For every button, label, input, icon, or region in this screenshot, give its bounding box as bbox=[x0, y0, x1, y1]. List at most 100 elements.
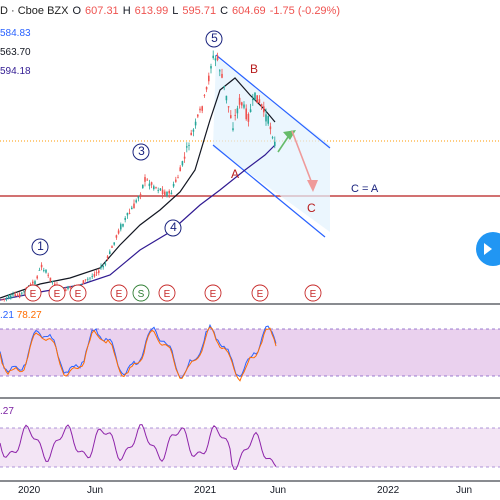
candle-body bbox=[265, 114, 267, 122]
candle-body bbox=[181, 161, 184, 166]
candle-body bbox=[139, 194, 142, 195]
candle-body bbox=[159, 188, 162, 191]
candle-body bbox=[247, 113, 250, 122]
candles-group[interactable] bbox=[1, 50, 276, 302]
ohlc-header: D · Cboe BZX O 607.31 H 613.99 L 595.71 C 60… bbox=[0, 0, 340, 22]
ma3-value: 594.18 bbox=[0, 66, 31, 77]
rsi-line[interactable] bbox=[0, 323, 277, 379]
symbol-label[interactable]: D · Cboe BZX bbox=[0, 5, 69, 17]
candle-body bbox=[133, 203, 135, 209]
open-label: O bbox=[72, 5, 82, 17]
candle-body bbox=[203, 94, 206, 96]
candle-body bbox=[124, 218, 126, 220]
rsi-legend: .21 78.27 bbox=[0, 310, 42, 321]
split-marker[interactable] bbox=[132, 284, 150, 302]
earnings-marker[interactable] bbox=[24, 284, 42, 302]
candle-body bbox=[192, 129, 195, 132]
time-label-2022: 2022 bbox=[377, 485, 400, 496]
candle-body bbox=[95, 272, 98, 274]
marker-letter: E bbox=[54, 289, 61, 300]
marker-letter: E bbox=[30, 289, 37, 300]
time-label-2021: 2021 bbox=[194, 485, 217, 496]
marker-letter: S bbox=[138, 289, 145, 300]
candle-body bbox=[5, 297, 8, 299]
projection-down-arrow[interactable] bbox=[291, 130, 314, 187]
candle-body bbox=[168, 190, 170, 194]
cci-band bbox=[0, 428, 500, 467]
candle-body bbox=[54, 283, 56, 286]
channel-lower-line[interactable] bbox=[212, 144, 326, 238]
marker-letter: E bbox=[164, 289, 171, 300]
candle-body bbox=[199, 108, 201, 111]
candle-body bbox=[236, 108, 239, 114]
projection-down-arrowhead bbox=[307, 180, 318, 192]
candle-body bbox=[122, 223, 124, 227]
cci-value: .27 bbox=[0, 406, 14, 417]
candle-body bbox=[91, 276, 93, 277]
candle-body bbox=[252, 98, 254, 101]
candle-body bbox=[126, 212, 129, 216]
candle-body bbox=[146, 179, 148, 181]
candle-body bbox=[38, 269, 41, 271]
candle-body bbox=[3, 298, 5, 300]
candle-body bbox=[170, 192, 173, 195]
earnings-marker[interactable] bbox=[204, 284, 222, 302]
close-value: 604.69 bbox=[232, 5, 266, 17]
rsi-signal-line[interactable] bbox=[0, 326, 277, 382]
candle-body bbox=[43, 270, 45, 271]
earnings-marker[interactable] bbox=[158, 284, 176, 302]
candle-body bbox=[10, 295, 12, 299]
candle-body bbox=[29, 283, 32, 285]
cci-line[interactable] bbox=[0, 424, 277, 470]
time-label-jun-2022: Jun bbox=[456, 485, 473, 496]
candle-body bbox=[148, 183, 151, 187]
close-label: C bbox=[220, 5, 229, 17]
candle-body bbox=[153, 186, 155, 190]
candle-body bbox=[47, 274, 49, 276]
candle-body bbox=[183, 156, 186, 159]
candle-body bbox=[194, 121, 197, 126]
candle-body bbox=[1, 299, 3, 301]
candle-body bbox=[271, 137, 274, 139]
candle-body bbox=[23, 290, 25, 292]
candle-body bbox=[80, 284, 82, 286]
channel-upper-line[interactable] bbox=[215, 54, 331, 149]
earnings-marker[interactable] bbox=[48, 284, 66, 302]
candle-body bbox=[232, 128, 234, 131]
scroll-to-realtime-button[interactable] bbox=[476, 232, 500, 266]
earnings-marker[interactable] bbox=[251, 284, 269, 302]
candle-body bbox=[45, 269, 47, 273]
candle-body bbox=[98, 270, 100, 273]
ma1-value: 584.83 bbox=[0, 28, 31, 39]
wave-3-circle[interactable] bbox=[132, 143, 150, 161]
candle-body bbox=[150, 182, 153, 185]
rsi-signal-value: 78.27 bbox=[16, 310, 42, 321]
candle-body bbox=[106, 256, 109, 258]
candle-body bbox=[205, 87, 208, 90]
time-axis[interactable]: 2020 Jun 2021 Jun 2022 Jun bbox=[0, 482, 500, 500]
wave-1-circle[interactable] bbox=[31, 238, 49, 256]
high-label: H bbox=[122, 5, 131, 17]
candle-body bbox=[111, 246, 113, 248]
earnings-marker[interactable] bbox=[69, 284, 87, 302]
wave-4-circle[interactable] bbox=[164, 219, 182, 237]
wave-c-label: C bbox=[307, 201, 316, 215]
candle-body bbox=[201, 106, 203, 111]
wave-1-label: 1 bbox=[37, 239, 44, 253]
candle-body bbox=[186, 146, 188, 148]
earnings-marker[interactable] bbox=[110, 284, 128, 302]
rsi-band bbox=[0, 329, 500, 376]
wave-5-circle[interactable] bbox=[205, 30, 223, 48]
candle-body bbox=[89, 277, 91, 279]
candle-body bbox=[243, 104, 245, 108]
candle-body bbox=[177, 177, 179, 179]
change-value: -1.75 (-0.29%) bbox=[269, 5, 340, 17]
candle-body bbox=[93, 273, 96, 277]
candle-body bbox=[144, 177, 146, 182]
candle-body bbox=[135, 200, 137, 203]
earnings-marker[interactable] bbox=[304, 284, 322, 302]
rsi-value: .21 bbox=[0, 310, 14, 321]
candle-body bbox=[100, 266, 102, 269]
